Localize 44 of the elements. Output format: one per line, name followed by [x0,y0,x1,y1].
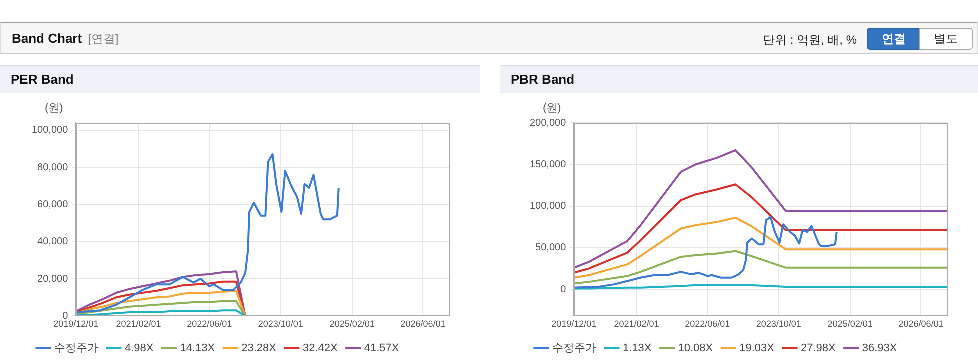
text: Band Chart [12,31,82,46]
text: 연결 [867,28,921,50]
legend-label: 32.42X [302,342,338,355]
legend-label: 수정주가 [552,342,596,355]
x-tick-label: 2026/06/01 [400,319,446,330]
y-tick-label: 200,000 [530,118,567,129]
text: 단위 : 억원, 배, % [762,32,857,49]
x-tick-label: 2021/02/01 [614,319,660,330]
x-tick-label: 2019/12/01 [54,319,99,330]
chart-title: PBR Band [500,65,978,93]
legend-label: 4.98X [125,342,154,355]
x-tick-label: 2022/06/01 [685,319,730,330]
legend-label: 10.08X [678,342,714,355]
y-axis-title: (원) [44,102,64,115]
y-tick-label: 50,000 [536,242,567,254]
legend-label: 19.03X [740,342,776,355]
text: [연결] [88,32,119,46]
legend-label: 수정주가 [54,342,98,355]
legend-label: 23.28X [242,342,278,355]
text: 별도 [919,28,973,50]
legend-label: 14.13X [180,342,216,355]
chart-title: PER Band [0,65,480,93]
y-tick-label: 0 [62,310,69,322]
legend-label: 27.98X [800,342,836,355]
y-tick-label: 40,000 [38,236,69,248]
x-tick-label: 2023/10/01 [756,319,802,330]
y-tick-label: 100,000 [32,125,69,136]
x-tick-label: 2019/12/01 [552,319,597,330]
x-tick-label: 2021/02/01 [116,319,162,330]
x-tick-label: 2026/06/01 [898,319,944,330]
x-tick-label: 2022/06/01 [187,319,232,330]
y-tick-label: 150,000 [530,159,567,170]
x-tick-label: 2025/02/01 [828,319,873,330]
y-tick-label: 60,000 [38,199,69,210]
legend-label: 36.93X [862,342,898,355]
legend-label: 1.13X [623,342,652,355]
x-tick-label: 2023/10/01 [258,319,304,330]
y-axis-title: (원) [542,102,562,115]
x-tick-label: 2025/02/01 [330,319,375,330]
y-tick-label: 80,000 [38,162,69,174]
y-tick-label: 20,000 [38,274,69,285]
y-tick-label: 0 [560,284,567,296]
legend-label: 41.57X [364,342,400,355]
y-tick-label: 100,000 [530,201,567,212]
